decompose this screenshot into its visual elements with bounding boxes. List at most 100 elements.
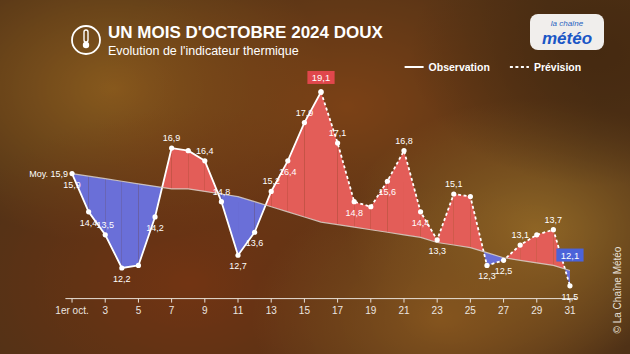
x-tick [238,299,239,303]
point [269,189,274,194]
series-line [321,92,570,286]
x-tick [337,299,338,303]
legend-label: Prévision [534,61,581,73]
point [219,199,224,204]
background-overlay [0,0,630,354]
point [119,265,124,270]
point [401,148,406,153]
data-label: 12,5 [495,266,513,276]
credit: © La Chaîne Météo [612,246,623,333]
anomaly-area [321,92,338,225]
x-tick-label: 19 [365,305,377,316]
icon-thermo [84,30,88,42]
data-label: 13,6 [246,238,264,248]
avg-label: Moy. 15,9 [29,169,68,179]
x-tick-label: 5 [136,305,142,316]
series-line [72,92,321,268]
point [103,232,108,237]
point [86,209,91,214]
data-label: 13,7 [545,215,563,225]
point [302,120,307,125]
x-tick [437,299,438,303]
data-label: 15,6 [379,187,397,197]
anomaly-area [172,148,189,189]
x-tick-label: 21 [398,305,410,316]
avg-label: 12,1 [561,250,580,261]
label-box [556,249,583,262]
point [169,145,174,150]
x-tick-label: 25 [465,305,477,316]
point [186,148,191,153]
point [468,194,473,199]
plot-area [69,89,572,288]
x-tick [271,299,272,303]
x-tick-label: 15 [299,305,311,316]
x-tick [171,299,172,303]
subtitle: Evolution de l'indicateur thermique [108,44,299,58]
data-label: 13,3 [428,246,446,256]
point [534,232,539,237]
data-label: 16,9 [163,133,181,143]
series-line [72,174,570,271]
point [368,204,373,209]
anomaly-fills [72,92,570,286]
data-labels: 15,914,413,512,214,216,916,414,812,713,6… [29,71,583,302]
data-label: 16,4 [196,146,214,156]
point [435,237,440,242]
logo-text: météo [542,29,592,48]
data-label: 14,4 [80,218,98,228]
point [484,263,489,268]
data-label: 12,3 [478,271,496,281]
x-tick [470,299,471,303]
point [385,179,390,184]
x-tick-label: 9 [202,305,208,316]
x-tick-label: 23 [432,305,444,316]
chart-svg: UN MOIS D'OCTOBRE 2024 DOUXEvolution de … [0,0,630,354]
x-tick [72,299,73,303]
legend-swatch [405,66,424,68]
x-tick [304,299,305,303]
data-label: 15,9 [63,180,81,190]
point [318,89,323,94]
logo: la chaînemétéo [530,14,604,50]
point [451,191,456,196]
x-tick-label: 29 [531,305,543,316]
legend-swatch [510,66,529,68]
x-tick-label: 7 [169,305,175,316]
x-tick [105,299,106,303]
x-tick [403,299,404,303]
x-tick-label: 3 [102,305,108,316]
x-tick-label: 27 [498,305,510,316]
icon-bulb [83,42,89,48]
logo-text: la chaîne [551,19,584,28]
anomaly-area [487,253,504,266]
icon-ring [72,26,100,54]
data-label: 15,1 [445,179,463,189]
point [551,227,556,232]
data-label: 15,2 [262,176,280,186]
anomaly-area [454,194,471,248]
legend-label: Observation [429,61,490,73]
legend: Prévision Observation [405,61,582,73]
point [136,263,141,268]
data-label: 14,4 [412,218,430,228]
data-label: 12,7 [229,261,247,271]
x-tick-label: 31 [564,305,576,316]
data-label: 17,1 [329,128,347,138]
anomaly-area [122,181,139,268]
chart-root: UN MOIS D'OCTOBRE 2024 DOUXEvolution de … [0,0,630,354]
header: UN MOIS D'OCTOBRE 2024 DOUXEvolution de … [72,23,384,58]
point [418,209,423,214]
point [285,158,290,163]
point [335,140,340,145]
point [252,230,257,235]
data-label: 14,8 [345,208,363,218]
point [235,253,240,258]
point [318,89,323,94]
point [152,214,157,219]
x-tick [536,299,537,303]
data-label: 16,4 [279,167,297,177]
data-label: 19,1 [312,72,331,83]
data-label: 13,1 [511,230,529,240]
data-label: 16,8 [395,136,413,146]
